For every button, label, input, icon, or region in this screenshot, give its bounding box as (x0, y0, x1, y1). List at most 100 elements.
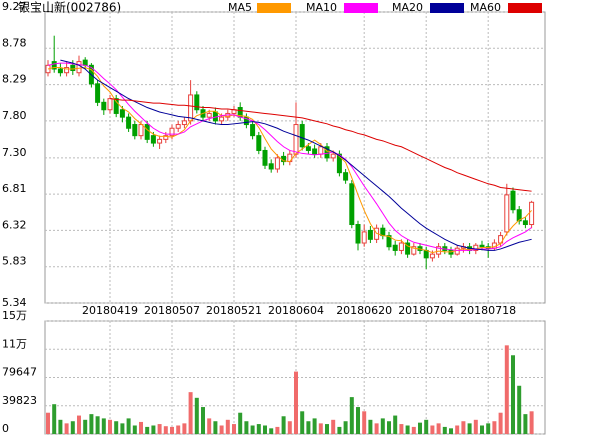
volume-bar (46, 412, 50, 434)
candle-body (76, 61, 82, 74)
candle-body (132, 124, 138, 137)
volume-bar (132, 425, 137, 434)
candle-body (64, 67, 70, 74)
volume-bar (194, 397, 199, 434)
candle-body (349, 183, 355, 226)
candle-body (95, 83, 101, 103)
y-tick-label: 6.32 (2, 218, 27, 231)
candle-body (250, 124, 256, 137)
y-tick-label: 5.34 (2, 296, 27, 309)
volume-bar (449, 428, 453, 434)
candle-body (529, 201, 535, 226)
y-tick-label: 79647 (2, 366, 37, 379)
x-tick-label: 20180419 (82, 304, 138, 317)
volume-bar (349, 397, 354, 434)
candle-body (268, 163, 274, 170)
candle-body (206, 112, 212, 118)
volume-bar (89, 414, 94, 434)
y-tick-label: 7.80 (2, 109, 27, 122)
volume-bar (517, 385, 522, 434)
candle-body (386, 235, 392, 248)
candle-body (157, 138, 163, 144)
candle-body (169, 127, 175, 137)
candle-body (398, 242, 404, 251)
volume-bar (232, 424, 236, 434)
volume-bar (455, 425, 460, 434)
candle-body (504, 194, 510, 233)
y-tick-label: 6.81 (2, 182, 27, 195)
volume-bar (300, 411, 305, 434)
y-tick-label: 39823 (2, 394, 37, 407)
volume-bar (170, 426, 174, 434)
candle-body (293, 124, 299, 155)
legend-swatch (344, 3, 378, 13)
candle-body (274, 157, 280, 170)
candle-body (355, 224, 361, 244)
candle-body (194, 94, 200, 111)
volume-bar (263, 425, 267, 434)
volume-bar (380, 418, 385, 434)
chart-title: 银宝山新(002786) (18, 0, 121, 15)
volume-bar (318, 423, 323, 434)
candle-body (336, 153, 342, 174)
candle-body (57, 68, 63, 74)
x-tick-label: 20180718 (460, 304, 516, 317)
y-tick-label: 8.29 (2, 73, 27, 86)
legend-label: MA10 (306, 1, 337, 14)
x-tick-label: 20180521 (206, 304, 262, 317)
volume-bar (492, 421, 497, 434)
x-tick-label: 20180507 (144, 304, 200, 317)
candle-body (243, 116, 249, 126)
volume-bar (250, 425, 255, 434)
volume-bar (213, 421, 218, 434)
x-tick-label: 20180604 (268, 304, 324, 317)
y-tick-label: 11万 (2, 337, 27, 350)
y-tick-label: 0 (2, 422, 9, 435)
volume-bar (486, 423, 491, 434)
candle-body (479, 244, 485, 248)
candle-body (343, 172, 349, 181)
volume-bar (58, 419, 63, 434)
volume-bar (207, 418, 212, 434)
volume-bar (95, 416, 100, 434)
candle-body (380, 227, 386, 237)
volume-bar (523, 414, 528, 434)
volume-bar (325, 424, 329, 434)
volume-bar (83, 419, 88, 434)
x-tick-label: 20180620 (336, 304, 392, 317)
candle-body (256, 135, 262, 151)
candle-body (101, 101, 107, 111)
volume-bar (101, 418, 106, 434)
candle-body (126, 116, 132, 129)
candle-body (299, 124, 305, 148)
volume-bar (176, 425, 181, 434)
volume-bar (442, 426, 447, 434)
volume-bar (399, 424, 404, 434)
volume-bar (151, 425, 156, 434)
volume-bar (182, 423, 187, 434)
volume-bar (343, 421, 348, 434)
volume-bar (461, 421, 466, 434)
y-tick-label: 5.83 (2, 255, 27, 268)
candle-body (51, 61, 57, 70)
ma-line (60, 59, 532, 251)
candle-body (411, 246, 417, 255)
volume-bar (225, 419, 230, 434)
volume-bar (393, 415, 398, 434)
volume-bar (424, 419, 429, 434)
candle-body (361, 231, 367, 244)
volume-bar (467, 423, 472, 434)
volume-bar (64, 423, 69, 434)
legend-swatch (430, 3, 464, 13)
volume-bar (294, 371, 298, 434)
candle-body (436, 246, 442, 255)
candle-body (70, 64, 76, 71)
volume-bar (52, 404, 57, 434)
ma-line (47, 67, 532, 254)
volume-bar (473, 419, 478, 434)
volume-bar (114, 421, 119, 434)
legend-swatch (257, 3, 291, 13)
volume-bar (368, 419, 373, 434)
volume-bar (269, 428, 274, 434)
volume-bar (120, 423, 125, 434)
